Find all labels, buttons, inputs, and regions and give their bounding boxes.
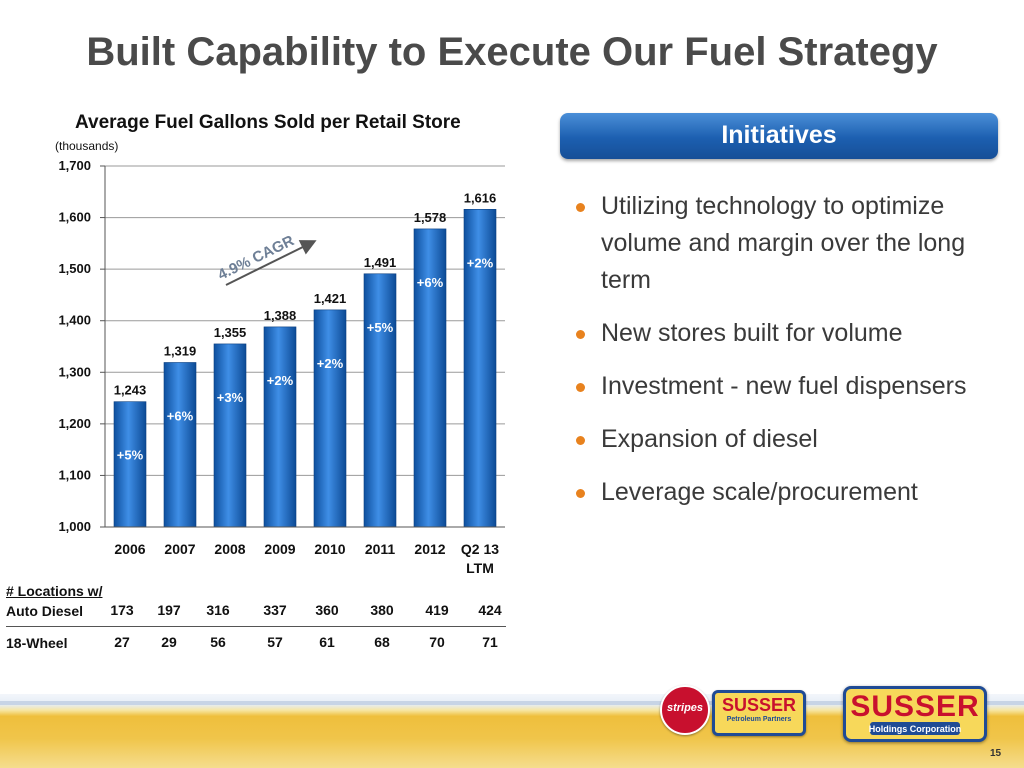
x-tick-label: 2007 [164,541,195,557]
bar-value-label: 1,491 [364,255,397,270]
table-cell: 61 [319,634,335,650]
x-tick-label: 2008 [214,541,245,557]
cagr-arrow [225,240,317,286]
table-divider [6,626,506,627]
table-cell: 70 [429,634,445,650]
bar [213,343,247,528]
bar [313,309,347,528]
y-tick-label: 1,200 [58,416,91,431]
table-cell: 337 [263,602,287,618]
bullet-dot-icon [576,436,585,445]
susser-petroleum-partners-logo: SUSSER Petroleum Partners [712,690,806,736]
y-tick-label: 1,300 [58,364,91,379]
x-tick-label: Q2 13 [461,541,499,557]
x-tick-label: 2012 [414,541,445,557]
table-row-label: 18-Wheel [6,635,68,651]
susser-holdings-logo: SUSSER Holdings Corporation [843,686,987,742]
initiative-item: Utilizing technology to optimize volume … [572,188,992,299]
partners-logo-sub-text: Petroleum Partners [726,716,792,723]
bar-value-label: 1,616 [464,190,497,205]
bar [263,326,297,528]
initiative-item: Leverage scale/procurement [572,474,992,511]
bar-value-label: 1,355 [214,325,247,340]
table-cell: 56 [210,634,226,650]
growth-label: +6% [167,408,194,423]
x-tick-label: LTM [466,560,494,576]
bullet-dot-icon [576,203,585,212]
bar-value-label: 1,578 [414,210,447,225]
bar [363,273,397,528]
table-cell: 71 [482,634,498,650]
initiative-text: New stores built for volume [601,319,903,347]
holdings-logo-main-text: SUSSER [850,690,980,723]
bar-value-label: 1,319 [164,343,197,358]
bar-value-label: 1,243 [114,383,147,398]
bar-value-label: 1,388 [264,308,297,323]
bullet-dot-icon [576,330,585,339]
growth-label: +2% [267,373,294,388]
initiatives-title: Initiatives [721,121,837,149]
y-tick-label: 1,700 [58,158,91,173]
x-tick-label: 2009 [264,541,295,557]
partners-logo-main-text: SUSSER [721,695,797,715]
y-tick-label: 1,000 [58,519,91,534]
cagr-label: 4.9% CAGR [215,232,297,284]
bullet-dot-icon [576,489,585,498]
bar [113,401,147,528]
chart-units-label: (thousands) [55,139,119,153]
bar [413,228,447,528]
table-cell: 380 [370,602,394,618]
initiatives-list: Utilizing technology to optimize volume … [572,188,992,527]
bar-chart: 1,243 +5% 1,319 +6% 1,355 +3% 1,388 +2% 1,421 +2%… [58,158,505,576]
table-cell: 316 [206,602,230,618]
table-cell: 360 [315,602,339,618]
bullet-dot-icon [576,383,585,392]
initiative-text: Investment - new fuel dispensers [601,372,967,400]
slide-title: Built Capability to Execute Our Fuel Str… [86,30,938,74]
holdings-logo-ribbon [870,722,960,735]
growth-label: +6% [417,275,444,290]
growth-label: +2% [467,255,494,270]
bar [163,362,197,528]
chart-title: Average Fuel Gallons Sold per Retail Sto… [75,112,461,133]
table-cell: 424 [478,602,502,618]
growth-label: +3% [217,390,244,405]
table-cell: 197 [157,602,181,618]
initiative-text: Expansion of diesel [601,425,818,453]
x-tick-label: 2006 [114,541,145,557]
y-tick-label: 1,600 [58,210,91,225]
stripes-logo-text: stripes [666,702,704,714]
initiative-item: Investment - new fuel dispensers [572,368,992,405]
stripes-logo: stripes [660,685,710,735]
table-cell: 29 [161,634,177,650]
x-tick-label: 2010 [314,541,345,557]
growth-label: +2% [317,356,344,371]
table-cell: 68 [374,634,390,650]
growth-label: +5% [367,320,394,335]
footer-divider [0,701,1024,705]
table-row-label: Auto Diesel [6,603,84,619]
initiative-item: New stores built for volume [572,315,992,352]
table-header: # Locations w/ [6,583,103,599]
table-cell: 27 [114,634,130,650]
y-tick-label: 1,100 [58,467,91,482]
initiative-text: Leverage scale/procurement [601,478,918,506]
table-cell: 419 [425,602,449,618]
table-cell: 57 [267,634,283,650]
growth-label: +5% [117,448,144,463]
initiative-text: Utilizing technology to optimize volume … [601,192,966,294]
y-tick-label: 1,500 [58,261,91,276]
holdings-logo-sub-text: Holdings Corporation [868,724,962,734]
x-tick-label: 2011 [365,541,396,557]
table-cell: 173 [110,602,134,618]
initiative-item: Expansion of diesel [572,421,992,458]
bar-value-label: 1,421 [314,291,347,306]
page-number: 15 [990,748,1002,759]
initiatives-banner: Initiatives [560,113,998,159]
y-tick-label: 1,400 [58,313,91,328]
